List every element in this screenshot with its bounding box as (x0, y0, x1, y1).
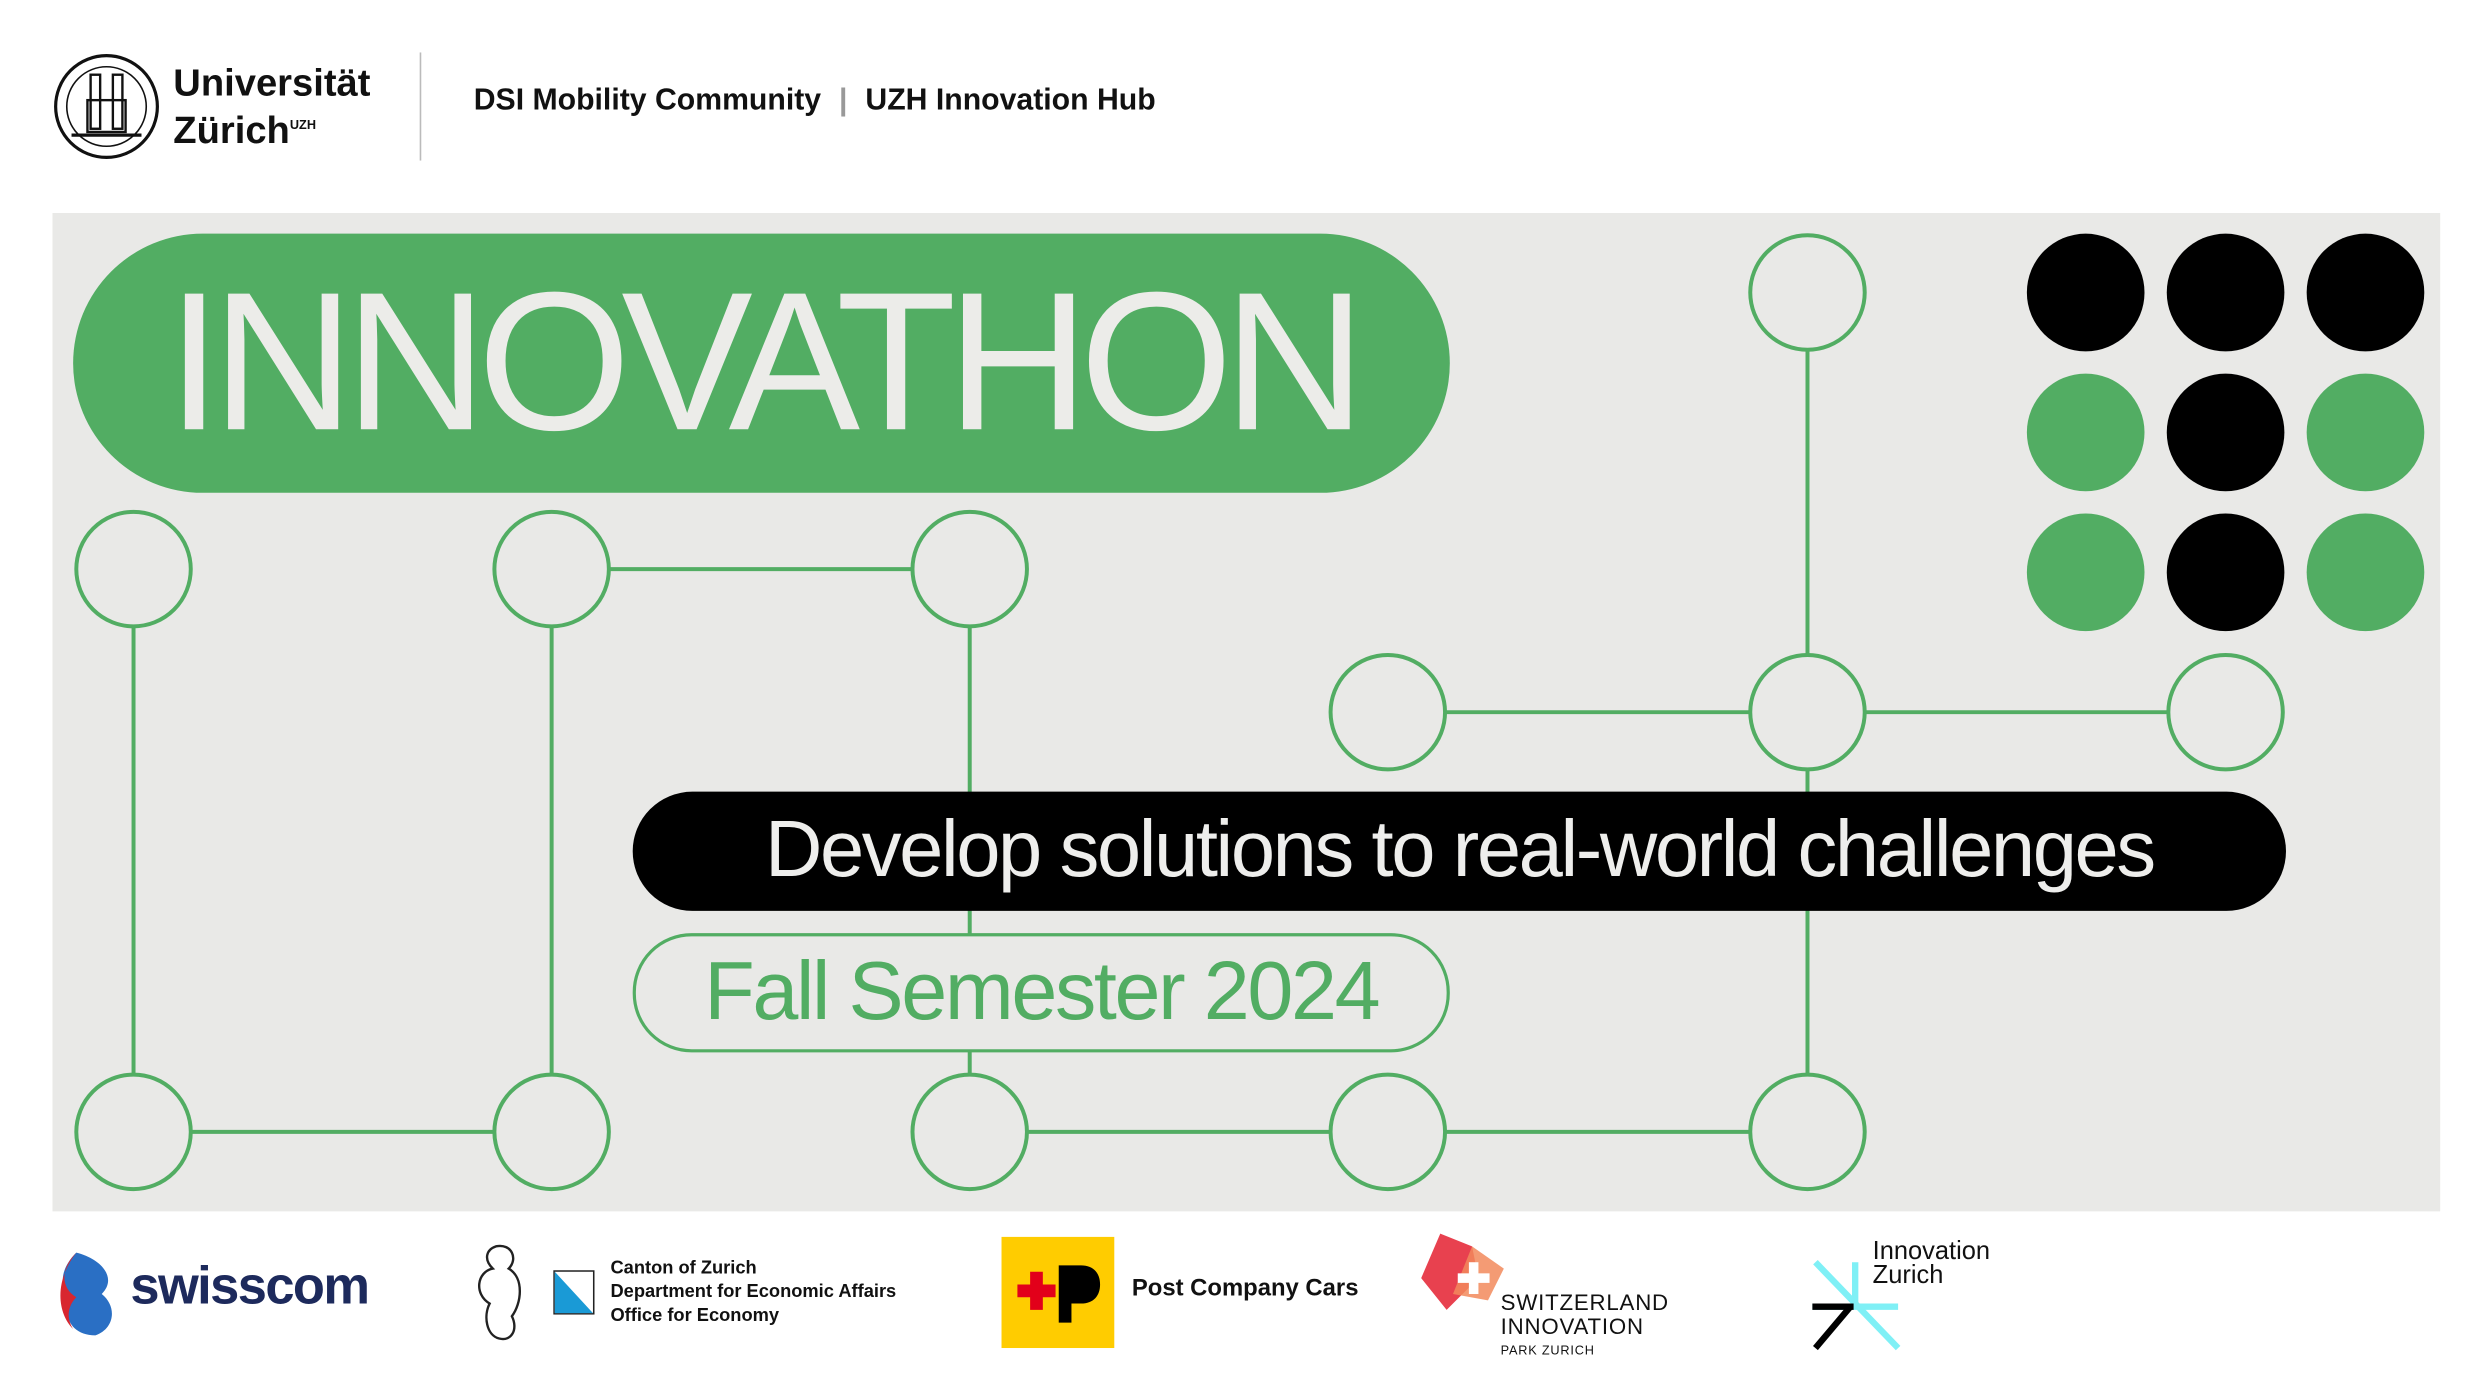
node-circle (910, 1072, 1029, 1192)
canton-line3: Office for Economy (610, 1306, 780, 1326)
node-circle (492, 1072, 611, 1192)
dot-green (2026, 513, 2145, 632)
node-circle (1748, 1072, 1867, 1192)
node-circle (1328, 652, 1448, 772)
header-org-text: DSI Mobility Community | UZH Innovation … (474, 84, 1156, 119)
node-circle (74, 509, 193, 629)
dot-black (2166, 373, 2285, 492)
node-circle (492, 509, 611, 629)
canton-line2: Department for Economic Affairs (610, 1282, 897, 1302)
tagline-pill: Develop solutions to real-world challeng… (632, 791, 2286, 911)
dot-black (2026, 233, 2145, 352)
community-label: DSI Mobility Community (473, 84, 822, 118)
hub-label: UZH Innovation Hub (865, 84, 1156, 118)
sip-line2: INNOVATION (1500, 1313, 1644, 1339)
uzh-wordmark: Universität ZürichUZH (173, 61, 371, 153)
node-circle (2166, 652, 2285, 772)
post-logo-icon (1001, 1236, 1115, 1349)
iz-line1: Innovation (1872, 1238, 1991, 1266)
node-circle (910, 509, 1029, 629)
swisscom-logo: swisscom (130, 1255, 370, 1315)
title-pill: INNOVATHON (73, 233, 1450, 493)
innovation-zurich-icon (1812, 1260, 1901, 1351)
university-line1: Universität (173, 61, 371, 105)
node-circle (74, 1072, 193, 1192)
header-separator: | (839, 84, 848, 118)
uzh-sup: UZH (289, 117, 317, 132)
canton-logo-text: Canton of Zurich Department for Economic… (610, 1257, 896, 1329)
dot-green (2026, 373, 2145, 492)
zurich-lion-icon (478, 1244, 522, 1341)
canton-flag-icon (553, 1270, 595, 1315)
university-line2: Zürich (173, 109, 290, 153)
node-circle (1748, 233, 1867, 352)
dot-black (2166, 513, 2285, 632)
header-divider (419, 52, 422, 161)
node-circle (1748, 652, 1867, 772)
sip-line3: PARK ZURICH (1500, 1343, 1595, 1358)
sip-line1: SWITZERLAND (1500, 1289, 1669, 1315)
semester-pill: Fall Semester 2024 (632, 933, 1450, 1053)
dot-black (2306, 233, 2425, 352)
swisscom-logo-icon (60, 1252, 112, 1336)
switzerland-innovation-text: SWITZERLAND INNOVATION PARK ZURICH (1500, 1289, 1669, 1363)
innovation-zurich-text: Innovation Zurich (1872, 1238, 1991, 1290)
dot-green (2306, 373, 2425, 492)
node-circle (1328, 1072, 1448, 1192)
dot-black (2166, 233, 2285, 352)
dot-green (2306, 513, 2425, 632)
switzerland-innovation-icon (1421, 1233, 1504, 1310)
iz-line2: Zurich (1872, 1262, 1944, 1290)
uzh-seal-icon (54, 54, 159, 159)
post-company-cars-label: Post Company Cars (1131, 1274, 1359, 1302)
canton-line1: Canton of Zurich (610, 1259, 757, 1279)
